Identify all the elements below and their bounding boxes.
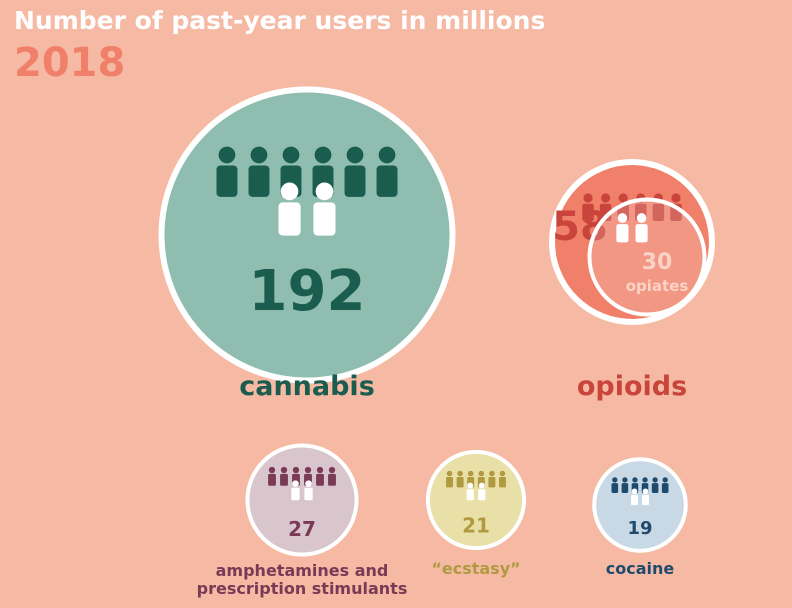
person-icon <box>662 477 668 483</box>
person-icon <box>292 466 300 474</box>
value-label: 27 <box>288 517 316 541</box>
person-icon <box>280 473 288 486</box>
person-icon <box>652 477 658 483</box>
person-icon <box>280 466 288 474</box>
person-icon <box>671 193 681 203</box>
person-icon <box>282 146 300 164</box>
person-icon <box>218 146 236 164</box>
person-icon <box>612 477 618 483</box>
person-icon <box>346 146 364 164</box>
person-icon <box>499 470 506 477</box>
person-icon <box>611 483 619 494</box>
person-icon <box>651 483 659 494</box>
person-icon <box>457 470 463 477</box>
person-icon <box>498 477 506 488</box>
person-icon <box>642 488 649 495</box>
person-icon <box>467 482 474 489</box>
person-icon <box>642 477 648 483</box>
person-icon <box>616 224 629 243</box>
person-icon <box>631 494 638 506</box>
person-icon <box>661 483 669 494</box>
category-label: amphetamines and prescription stimulants <box>196 561 408 598</box>
person-icon <box>280 182 299 201</box>
category-label: cocaine <box>605 559 675 578</box>
person-icon <box>378 146 396 164</box>
person-icon <box>582 203 594 222</box>
person-icon <box>488 477 496 488</box>
person-icon <box>305 480 312 487</box>
category-label: cannabis <box>239 371 375 402</box>
person-icon <box>583 193 593 203</box>
person-icon <box>216 165 238 197</box>
person-icon <box>466 489 474 501</box>
bubble <box>245 443 359 557</box>
person-icon <box>635 224 648 243</box>
person-icon <box>248 165 270 197</box>
person-icon <box>446 477 454 488</box>
person-icon <box>344 165 366 197</box>
person-icon <box>456 477 464 488</box>
bubble <box>158 86 456 384</box>
person-icon <box>304 487 313 501</box>
chart-subtitle: 2018 <box>14 40 126 86</box>
bubble <box>425 449 527 551</box>
category-label: opioids <box>576 371 688 402</box>
value-label: 21 <box>462 513 490 537</box>
person-icon <box>652 203 665 222</box>
value-label: 192 <box>249 259 366 324</box>
person-icon <box>636 213 647 223</box>
value-label: 19 <box>627 518 652 539</box>
person-icon <box>316 473 324 486</box>
person-icon <box>315 182 334 201</box>
person-icon <box>328 473 336 486</box>
person-icon <box>376 165 398 197</box>
person-icon <box>631 488 638 495</box>
bubble <box>592 457 688 553</box>
sub-value: 30 <box>642 250 673 275</box>
person-icon <box>618 193 628 203</box>
person-icon <box>601 193 611 203</box>
person-icon <box>316 466 324 474</box>
person-icon <box>313 202 336 236</box>
person-icon <box>304 466 312 474</box>
person-icon <box>478 470 485 477</box>
person-icon <box>314 146 332 164</box>
person-icon <box>642 494 649 506</box>
person-icon <box>446 470 453 477</box>
person-icon <box>621 483 629 494</box>
person-icon <box>467 470 474 477</box>
person-icon <box>291 487 300 501</box>
person-icon <box>292 480 299 487</box>
category-label: “ecstasy” <box>431 559 521 578</box>
person-icon <box>632 477 638 483</box>
person-icon <box>617 213 628 223</box>
person-icon <box>622 477 628 483</box>
person-icon <box>478 482 485 489</box>
sub-label: opiates <box>626 277 689 295</box>
person-icon <box>268 466 276 474</box>
person-icon <box>278 202 301 236</box>
bubble <box>549 159 715 325</box>
person-icon <box>478 489 486 501</box>
person-icon <box>268 473 276 486</box>
person-icon <box>489 470 495 477</box>
chart-title: Number of past-year users in millions <box>14 6 546 35</box>
person-icon <box>250 146 268 164</box>
person-icon <box>328 466 336 474</box>
sub-bubble <box>587 197 707 317</box>
